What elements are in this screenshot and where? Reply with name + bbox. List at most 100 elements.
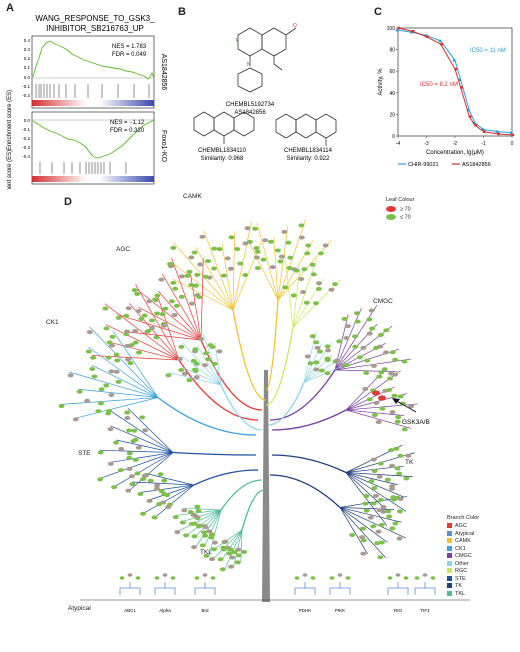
leaf xyxy=(220,547,227,552)
legend-as-label: AS1842856 xyxy=(462,162,491,168)
leaf xyxy=(178,294,185,299)
leaf xyxy=(153,486,160,491)
leaf xyxy=(381,367,388,372)
leaf xyxy=(325,348,332,353)
leaf xyxy=(131,288,138,293)
gsea-top-tick: 0.2 xyxy=(24,56,31,61)
gsea-bottom-tick: -0.3 xyxy=(22,145,30,150)
group-label-tk: TK xyxy=(405,459,414,466)
leaf xyxy=(222,539,229,544)
leaf xyxy=(241,549,248,554)
leaf xyxy=(137,492,144,497)
leaf xyxy=(168,299,175,304)
leaf xyxy=(371,485,378,490)
leaf xyxy=(303,300,310,305)
ic50-red-label: IC50 = 8.2 nM xyxy=(420,82,458,88)
chem-structures-panel: F N O CHEMBL5192734 AS1842856 CHEMBL1834… xyxy=(193,23,337,162)
twig-camk xyxy=(256,222,279,301)
group-label-ck1: CK1 xyxy=(46,319,59,326)
leaf xyxy=(72,417,79,422)
branch-legend-label: STE xyxy=(455,575,466,582)
leaf xyxy=(134,471,141,476)
leaf xyxy=(125,357,132,362)
branch-legend-swatch xyxy=(447,523,452,529)
leaf xyxy=(301,267,308,272)
leaf xyxy=(395,415,402,420)
leaf xyxy=(203,351,210,356)
twig-ste xyxy=(145,473,195,486)
leaf xyxy=(206,529,213,534)
leaf xyxy=(188,301,195,306)
leaf-hi-label: ≥ 70 xyxy=(400,206,411,213)
leaf xyxy=(210,576,216,580)
branch-legend-swatch xyxy=(447,583,452,589)
leaf xyxy=(90,355,97,360)
leaf xyxy=(282,285,289,290)
leaf xyxy=(186,378,193,383)
leaf xyxy=(199,234,206,239)
gsk3-arrow-head xyxy=(392,398,400,404)
leaf xyxy=(310,272,317,277)
leaf xyxy=(352,334,359,339)
leaf xyxy=(202,573,208,577)
twig-agc xyxy=(138,307,202,341)
leaf xyxy=(195,524,202,529)
twig-agc xyxy=(125,331,202,341)
leaf xyxy=(179,520,186,525)
leaf-gsk3a xyxy=(372,390,380,396)
twig-tkl xyxy=(224,529,243,570)
twig-camk xyxy=(170,261,234,311)
atypical-cluster-branch xyxy=(414,582,436,595)
leaf xyxy=(387,576,393,580)
leaf xyxy=(149,318,156,323)
dose-ytick-label: 20 xyxy=(389,112,395,118)
leaf xyxy=(160,323,167,328)
dose-ytick-label: 40 xyxy=(389,91,395,97)
leaf xyxy=(76,389,83,394)
panel-label-d: D xyxy=(64,196,72,208)
leaf xyxy=(158,489,165,494)
leaf xyxy=(298,277,305,282)
atypical-sub-label: PDHK xyxy=(299,608,312,613)
dose-xlabel: Concentration, lg(μM) xyxy=(426,150,484,156)
leaf xyxy=(286,266,293,271)
leaf xyxy=(162,573,168,577)
leaf xyxy=(396,536,403,541)
leaf xyxy=(188,255,195,260)
leaf xyxy=(141,473,148,478)
twig-agc xyxy=(156,294,180,361)
leaf-lo-label: ≤ 70 xyxy=(400,214,411,221)
leaf xyxy=(170,245,177,250)
leaf xyxy=(139,415,146,420)
twig-ste xyxy=(99,449,174,453)
twig-tkl xyxy=(196,509,222,536)
leaf xyxy=(389,410,396,415)
leaf xyxy=(377,461,384,466)
leaf xyxy=(201,530,208,535)
leaf xyxy=(141,313,148,318)
leaf-legend: Leaf Colour ≥ 70 ≤ 70 xyxy=(386,197,414,221)
leaf xyxy=(294,576,300,580)
leaf xyxy=(314,345,321,350)
leaf xyxy=(391,393,398,398)
leaf xyxy=(186,269,193,274)
leaf xyxy=(305,243,312,248)
leaf xyxy=(380,504,387,509)
leaf xyxy=(253,255,260,260)
leaf xyxy=(344,324,351,329)
leaf xyxy=(108,369,115,374)
twig-camk xyxy=(221,243,234,311)
leaf xyxy=(128,474,135,479)
branch-ck1 xyxy=(157,396,257,436)
gsea-ylabel-top: Enrichment score (ES) xyxy=(7,90,13,150)
branch-rgc xyxy=(265,327,294,406)
leaf xyxy=(193,361,200,366)
leaf xyxy=(234,247,241,252)
leaf xyxy=(188,521,195,526)
leaf xyxy=(387,376,394,381)
twig-camk xyxy=(173,279,234,311)
leaf xyxy=(274,248,281,253)
leaf xyxy=(368,479,375,484)
twig-tkl xyxy=(195,509,222,548)
gsea-bottom-nes: NES = −1.12 xyxy=(110,120,145,126)
